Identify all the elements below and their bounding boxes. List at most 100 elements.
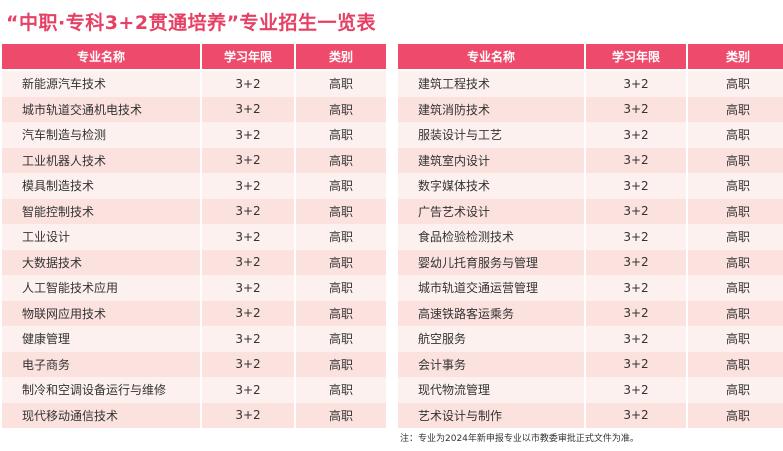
category-cell: 高职: [688, 275, 783, 301]
table-row: 建筑消防技术 3+2 高职: [398, 96, 783, 122]
duration-cell: 3+2: [202, 224, 294, 250]
table-row: 大数据技术 3+2 高职: [2, 249, 386, 275]
table-row: 模具制造技术 3+2 高职: [2, 173, 386, 199]
duration-cell: 3+2: [202, 377, 294, 403]
duration-cell: 3+2: [586, 173, 686, 199]
major-name-cell: 工业机器人技术: [2, 147, 200, 173]
category-cell: 高职: [296, 275, 386, 301]
table-row: 物联网应用技术 3+2 高职: [2, 300, 386, 326]
duration-cell: 3+2: [202, 71, 294, 97]
table-row: 电子商务 3+2 高职: [2, 351, 386, 377]
category-cell: 高职: [296, 351, 386, 377]
category-cell: 高职: [296, 377, 386, 403]
header-category: 类别: [296, 44, 386, 71]
table-row: 汽车制造与检测 3+2 高职: [2, 122, 386, 148]
table-row: 人工智能技术应用 3+2 高职: [2, 275, 386, 301]
table-row: 会计事务 3+2 高职: [398, 351, 783, 377]
category-cell: 高职: [688, 249, 783, 275]
category-cell: 高职: [296, 326, 386, 352]
major-name-cell: 现代移动通信技术: [2, 402, 200, 428]
major-name-cell: 智能控制技术: [2, 198, 200, 224]
duration-cell: 3+2: [202, 122, 294, 148]
major-name-cell: 人工智能技术应用: [2, 275, 200, 301]
duration-cell: 3+2: [586, 326, 686, 352]
header-category: 类别: [688, 44, 783, 71]
header-major: 专业名称: [398, 44, 584, 71]
table-header-row: 专业名称 学习年限 类别: [398, 44, 783, 71]
category-cell: 高职: [688, 122, 783, 148]
major-name-cell: 建筑消防技术: [398, 96, 584, 122]
duration-cell: 3+2: [586, 224, 686, 250]
category-cell: 高职: [688, 300, 783, 326]
duration-cell: 3+2: [202, 351, 294, 377]
major-table-right: 专业名称 学习年限 类别 建筑工程技术 3+2 高职 建筑消防技术 3+2 高职 服装设计与…: [396, 44, 783, 428]
duration-cell: 3+2: [586, 198, 686, 224]
duration-cell: 3+2: [202, 147, 294, 173]
table-row: 服装设计与工艺 3+2 高职: [398, 122, 783, 148]
major-name-cell: 新能源汽车技术: [2, 71, 200, 97]
table-row: 城市轨道交通运营管理 3+2 高职: [398, 275, 783, 301]
duration-cell: 3+2: [202, 326, 294, 352]
duration-cell: 3+2: [202, 402, 294, 428]
table-row: 婴幼儿托育服务与管理 3+2 高职: [398, 249, 783, 275]
table-row: 现代移动通信技术 3+2 高职: [2, 402, 386, 428]
duration-cell: 3+2: [586, 71, 686, 97]
category-cell: 高职: [296, 198, 386, 224]
duration-cell: 3+2: [586, 351, 686, 377]
table-row: 城市轨道交通机电技术 3+2 高职: [2, 96, 386, 122]
major-name-cell: 模具制造技术: [2, 173, 200, 199]
duration-cell: 3+2: [586, 275, 686, 301]
category-cell: 高职: [296, 224, 386, 250]
table-row: 制冷和空调设备运行与维修 3+2 高职: [2, 377, 386, 403]
duration-cell: 3+2: [586, 377, 686, 403]
major-name-cell: 工业设计: [2, 224, 200, 250]
table-row: 建筑室内设计 3+2 高职: [398, 147, 783, 173]
major-name-cell: 广告艺术设计: [398, 198, 584, 224]
major-name-cell: 艺术设计与制作: [398, 402, 584, 428]
category-cell: 高职: [688, 402, 783, 428]
duration-cell: 3+2: [202, 173, 294, 199]
duration-cell: 3+2: [202, 249, 294, 275]
page-title: “中职·专科3+2贯通培养”专业招生一览表: [6, 12, 377, 34]
category-cell: 高职: [296, 249, 386, 275]
table-body-right: 建筑工程技术 3+2 高职 建筑消防技术 3+2 高职 服装设计与工艺 3+2 高职 建筑室内设计…: [398, 71, 783, 428]
category-cell: 高职: [296, 147, 386, 173]
major-table-left: 专业名称 学习年限 类别 新能源汽车技术 3+2 高职 城市轨道交通机电技术 3+2 高职…: [0, 44, 388, 428]
category-cell: 高职: [296, 402, 386, 428]
table-row: 高速铁路客运乘务 3+2 高职: [398, 300, 783, 326]
major-name-cell: 婴幼儿托育服务与管理: [398, 249, 584, 275]
header-duration: 学习年限: [586, 44, 686, 71]
table-row: 数字媒体技术 3+2 高职: [398, 173, 783, 199]
table-body-left: 新能源汽车技术 3+2 高职 城市轨道交通机电技术 3+2 高职 汽车制造与检测 3+2 高职工…: [2, 71, 386, 428]
duration-cell: 3+2: [202, 275, 294, 301]
table-row: 艺术设计与制作 3+2 高职: [398, 402, 783, 428]
duration-cell: 3+2: [586, 122, 686, 148]
table-row: 现代物流管理 3+2 高职: [398, 377, 783, 403]
major-name-cell: 食品检验检测技术: [398, 224, 584, 250]
table-row: 健康管理 3+2 高职: [2, 326, 386, 352]
major-name-cell: 电子商务: [2, 351, 200, 377]
table-row: 建筑工程技术 3+2 高职: [398, 71, 783, 97]
table-row: 智能控制技术 3+2 高职: [2, 198, 386, 224]
duration-cell: 3+2: [586, 96, 686, 122]
category-cell: 高职: [296, 300, 386, 326]
category-cell: 高职: [688, 96, 783, 122]
category-cell: 高职: [296, 71, 386, 97]
duration-cell: 3+2: [202, 300, 294, 326]
duration-cell: 3+2: [586, 147, 686, 173]
category-cell: 高职: [296, 122, 386, 148]
table-row: 工业机器人技术 3+2 高职: [2, 147, 386, 173]
major-name-cell: 建筑工程技术: [398, 71, 584, 97]
major-name-cell: 航空服务: [398, 326, 584, 352]
category-cell: 高职: [688, 198, 783, 224]
category-cell: 高职: [296, 96, 386, 122]
major-name-cell: 大数据技术: [2, 249, 200, 275]
major-name-cell: 汽车制造与检测: [2, 122, 200, 148]
category-cell: 高职: [296, 173, 386, 199]
category-cell: 高职: [688, 71, 783, 97]
major-name-cell: 高速铁路客运乘务: [398, 300, 584, 326]
duration-cell: 3+2: [202, 198, 294, 224]
header-duration: 学习年限: [202, 44, 294, 71]
major-name-cell: 物联网应用技术: [2, 300, 200, 326]
category-cell: 高职: [688, 224, 783, 250]
